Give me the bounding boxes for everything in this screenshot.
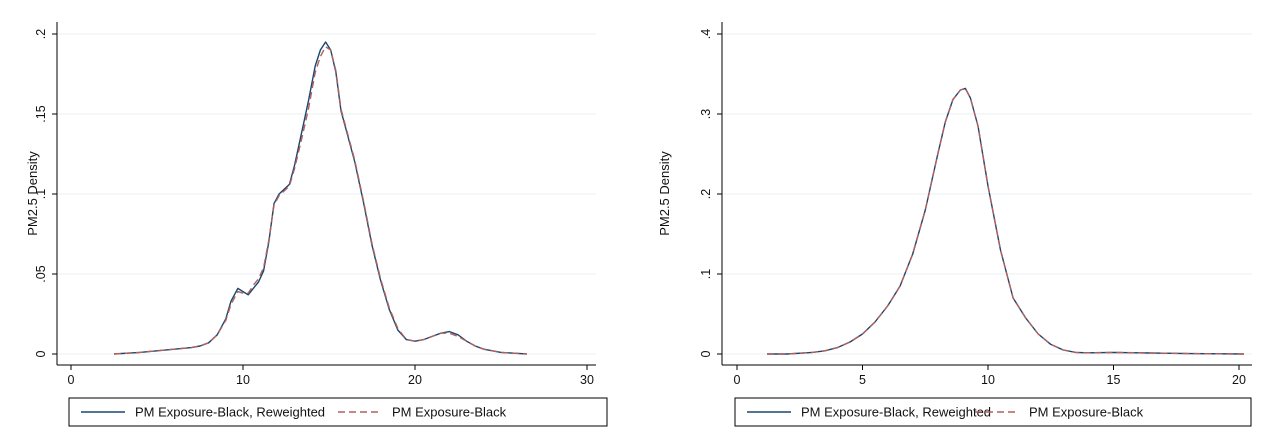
legend-label-2: PM Exposure-Black [392, 405, 507, 420]
x-tick-label: 30 [580, 373, 594, 387]
y-tick-label: .2 [699, 189, 713, 199]
y-tick-label: .15 [34, 105, 48, 122]
legend-label-2: PM Exposure-Black [1029, 405, 1144, 420]
y-tick-label: 0 [699, 350, 713, 357]
y-tick-label: 0 [34, 350, 48, 357]
chart-panel-2: 0 .1 .2 .3 .4 0 5 10 15 20 PM2.5 Density PM Exposur… [657, 22, 1252, 427]
x-tick-label: 10 [981, 373, 995, 387]
x-tick-label: 15 [1107, 373, 1121, 387]
x-tick-label: 20 [1232, 373, 1246, 387]
x-tick-label: 10 [236, 373, 250, 387]
x-tick-label: 5 [859, 373, 866, 387]
y-axis-title: PM2.5 Density [657, 151, 672, 236]
series-line-2 [767, 87, 1245, 355]
x-tick-label: 0 [68, 373, 75, 387]
y-tick-label: .3 [699, 109, 713, 119]
y-tick-label: .4 [699, 29, 713, 39]
chart-panel-1: 0 .05 .1 .15 .2 0 10 20 30 PM2.5 Density PM Exposu… [25, 22, 608, 427]
y-tick-label: .1 [699, 269, 713, 279]
x-tick-label: 20 [408, 373, 422, 387]
y-axis-title: PM2.5 Density [25, 151, 40, 236]
series-line-2 [113, 46, 527, 355]
y-tick-label: .2 [34, 29, 48, 39]
y-tick-label: .1 [34, 189, 48, 199]
legend-label-1: PM Exposure-Black, Reweighted [801, 405, 991, 420]
y-tick-label: .05 [34, 265, 48, 282]
x-tick-label: 0 [734, 373, 741, 387]
legend-label-1: PM Exposure-Black, Reweighted [135, 405, 325, 420]
